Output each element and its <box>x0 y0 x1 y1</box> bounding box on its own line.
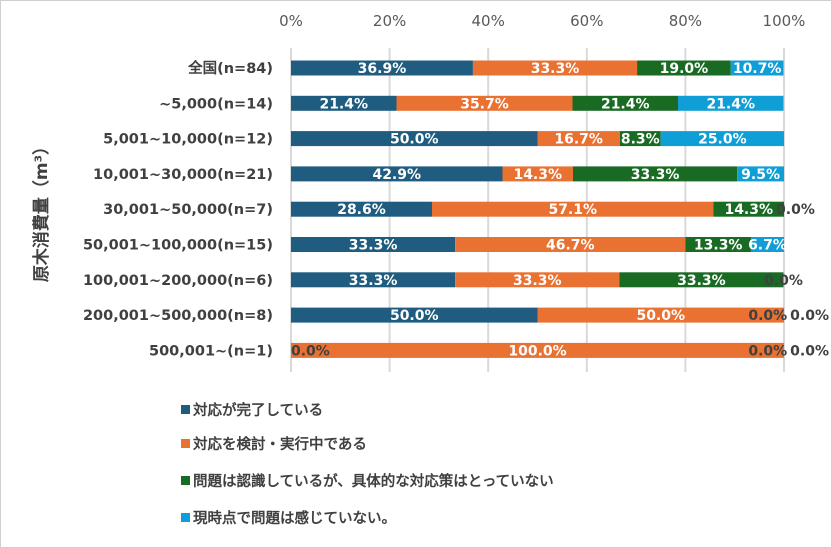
bar-segment <box>750 237 784 252</box>
bar-segment <box>291 237 456 252</box>
category-label: 200,001~500,000(n=8) <box>83 308 273 324</box>
data-label: 50.0% <box>390 132 439 148</box>
data-label: 100.0% <box>508 343 566 359</box>
data-label: 57.1% <box>548 202 597 218</box>
data-label: 0.0% <box>764 273 803 289</box>
bar-segment <box>685 237 751 252</box>
bar-segment <box>572 95 679 111</box>
y-axis-title: 原木消費量（m³） <box>31 138 52 282</box>
data-label: 21.4% <box>319 96 368 112</box>
bar-segment <box>537 131 620 147</box>
data-label: 9.5% <box>741 167 780 183</box>
data-label: 50.0% <box>636 308 685 324</box>
bar-segment <box>431 201 714 217</box>
category-label: 50,001~100,000(n=15) <box>83 238 273 254</box>
category-label: 全国(n=84) <box>187 59 273 77</box>
category-label: 100,001~200,000(n=6) <box>83 273 273 289</box>
bar-segment <box>502 166 573 182</box>
data-label: 33.3% <box>631 167 680 183</box>
legend-swatch <box>181 405 190 414</box>
bar-segment <box>291 201 432 217</box>
bar-segment <box>637 60 731 76</box>
category-label: ~5,000(n=14) <box>159 96 273 112</box>
data-label: 33.3% <box>349 238 398 254</box>
data-label: 21.4% <box>601 96 650 112</box>
data-label: 33.3% <box>677 273 726 289</box>
data-label: 42.9% <box>372 167 421 183</box>
data-label: 21.4% <box>706 96 755 112</box>
bar-segment <box>713 201 784 217</box>
data-label: 0.0% <box>790 343 829 359</box>
data-label: 28.6% <box>337 202 386 218</box>
bar-segment <box>291 342 784 358</box>
data-label: 14.3% <box>513 167 562 183</box>
data-label: 25.0% <box>698 132 747 148</box>
data-label: 50.0% <box>390 308 439 324</box>
category-label: 30,001~50,000(n=7) <box>103 202 273 218</box>
data-label: 35.7% <box>460 96 509 112</box>
legend-label: 対応を検討・実行中である <box>192 435 367 453</box>
category-label: 5,001~10,000(n=12) <box>103 132 273 148</box>
category-label: 10,001~30,000(n=21) <box>93 167 273 183</box>
data-label: 0.0% <box>291 343 330 359</box>
data-label: 33.3% <box>349 273 398 289</box>
data-label: 10.7% <box>733 61 782 77</box>
data-label: 16.7% <box>554 132 603 148</box>
bar-segment <box>472 60 638 76</box>
data-label: 0.0% <box>790 308 829 324</box>
bar-segment <box>455 272 620 288</box>
data-label: 13.3% <box>694 238 743 254</box>
legend-label: 現時点で問題は感じていない。 <box>193 509 396 527</box>
bar-segment <box>291 95 397 111</box>
bar-segment <box>291 131 538 147</box>
x-tick-label: 20% <box>373 12 406 30</box>
bar-segment <box>730 60 784 76</box>
category-label: 500,001~(n=1) <box>149 343 273 359</box>
data-label: 33.3% <box>531 61 580 77</box>
bar-segment <box>291 307 538 323</box>
bar-segment <box>619 272 784 288</box>
data-label: 8.3% <box>621 132 660 148</box>
x-tick-label: 40% <box>472 12 505 30</box>
bar-segment <box>537 307 784 323</box>
data-label: 0.0% <box>776 202 815 218</box>
x-tick-label: 100% <box>763 12 806 30</box>
data-label: 14.3% <box>724 202 773 218</box>
x-tick-label: 60% <box>570 12 603 30</box>
bar-segment <box>660 131 784 147</box>
data-label: 0.0% <box>748 343 787 359</box>
legend-label: 問題は認識しているが、具体的な対応策はとっていない <box>193 472 554 490</box>
x-tick-label: 80% <box>669 12 702 30</box>
bar-segment <box>678 95 784 111</box>
bar-segment <box>619 131 661 147</box>
bar-segment <box>291 272 456 288</box>
data-label: 46.7% <box>546 238 595 254</box>
x-tick-label: 0% <box>279 12 303 30</box>
bar-segment <box>291 60 473 76</box>
legend-swatch <box>181 439 190 448</box>
bar-segment <box>291 166 503 182</box>
data-label: 19.0% <box>660 61 709 77</box>
data-label: 0.0% <box>748 308 787 324</box>
bar-segment <box>737 166 784 182</box>
bar-segment <box>572 166 738 182</box>
data-label: 36.9% <box>358 61 407 77</box>
data-label: 33.3% <box>513 273 562 289</box>
legend-swatch <box>181 476 190 485</box>
legend-swatch <box>181 513 190 522</box>
bar-segment <box>396 95 573 111</box>
bar-segment <box>455 237 686 252</box>
legend-label: 対応が完了している <box>192 401 323 419</box>
data-label: 6.7% <box>748 238 787 254</box>
